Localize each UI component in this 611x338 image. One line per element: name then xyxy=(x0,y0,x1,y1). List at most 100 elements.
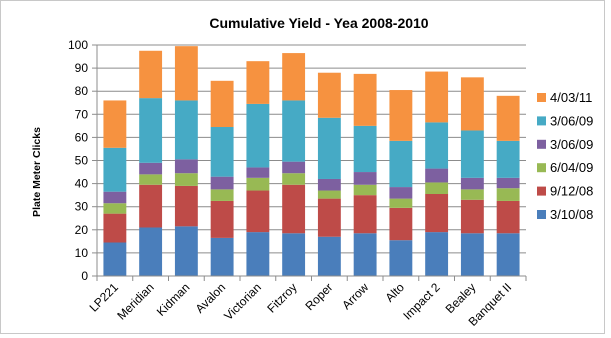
bar-segment xyxy=(246,177,270,191)
bar-segment xyxy=(317,190,341,199)
legend-label: 6/04/09 xyxy=(550,160,593,175)
bar-segment xyxy=(174,226,198,276)
legend-label: 3/06/09 xyxy=(550,113,593,128)
x-tick-label: Kidman xyxy=(154,280,193,319)
bar-segment xyxy=(496,140,520,178)
legend-label: 3/10/08 xyxy=(550,207,593,222)
bar-segment xyxy=(282,100,306,162)
x-tick-label: Roper xyxy=(302,280,335,313)
bar-segment xyxy=(425,193,449,233)
bar-segment xyxy=(317,117,341,179)
bar-segment xyxy=(353,195,377,234)
bar-segment xyxy=(246,190,270,233)
bar-segment xyxy=(317,178,341,191)
bar-segment xyxy=(425,122,449,169)
bar-segment xyxy=(389,90,413,141)
bar-segment xyxy=(389,240,413,276)
legend-swatch xyxy=(537,210,546,219)
bar-segment xyxy=(139,50,163,99)
y-tick-label: 30 xyxy=(75,200,89,214)
bar-segment xyxy=(103,203,127,214)
y-tick-label: 20 xyxy=(75,223,89,237)
bar-segment xyxy=(353,172,377,185)
bar-segment xyxy=(246,61,270,104)
y-tick-label: 10 xyxy=(75,246,89,260)
bars xyxy=(103,46,520,276)
bar-segment xyxy=(317,198,341,237)
bar-segment xyxy=(139,98,163,163)
bar-segment xyxy=(282,184,306,234)
bar-segment xyxy=(460,199,484,234)
bar-segment xyxy=(460,233,484,276)
bar-segment xyxy=(496,188,520,201)
y-axis-label: Plate Meter Clicks xyxy=(31,127,43,217)
bar-segment xyxy=(210,237,234,276)
bar-segment xyxy=(389,187,413,199)
x-tick-label: Meridian xyxy=(114,280,156,322)
chart-title: Cumulative Yield - Yea 2008-2010 xyxy=(209,15,428,31)
legend-swatch xyxy=(537,93,546,102)
bar-segment xyxy=(174,173,198,186)
bar-segment xyxy=(103,191,127,204)
bar-segment xyxy=(174,100,198,160)
bar-segment xyxy=(496,233,520,276)
legend-swatch xyxy=(537,139,546,149)
axes xyxy=(92,44,527,281)
x-tick-label: LP221 xyxy=(87,280,122,315)
bar-segment xyxy=(496,177,520,189)
bar-segment xyxy=(282,173,306,185)
bar-segment xyxy=(103,213,127,243)
bar-segment xyxy=(246,103,270,168)
y-tick-labels: 0 10 20 30 40 50 60 70 80 90 100 xyxy=(68,38,88,283)
bar-segment xyxy=(425,168,449,183)
legend-label: 9/12/08 xyxy=(550,184,593,199)
x-tick-label: Alto xyxy=(382,280,407,305)
bar-segment xyxy=(139,227,163,276)
bar-segment xyxy=(389,140,413,188)
bar-segment xyxy=(139,162,163,175)
bar-segment xyxy=(103,242,127,276)
bar-segment xyxy=(246,232,270,276)
bar-segment xyxy=(139,184,163,228)
y-tick-label: 50 xyxy=(75,154,89,168)
bar-segment xyxy=(246,167,270,178)
bar-segment xyxy=(353,184,377,196)
bar-segment xyxy=(353,125,377,173)
bar-segment xyxy=(425,71,449,123)
bar-segment xyxy=(174,159,198,174)
legend-swatch xyxy=(537,163,546,173)
bar-segment xyxy=(174,46,198,101)
x-tick-label: Fitzroy xyxy=(264,280,299,315)
bar-segment xyxy=(103,100,127,148)
y-tick-label: 100 xyxy=(68,38,88,52)
y-tick-label: 60 xyxy=(75,130,89,144)
bar-segment xyxy=(496,200,520,234)
bar-segment xyxy=(389,207,413,241)
y-tick-label: 40 xyxy=(75,177,89,191)
bar-segment xyxy=(460,77,484,131)
bar-segment xyxy=(210,127,234,177)
bar-segment xyxy=(460,130,484,178)
bar-segment xyxy=(460,177,484,190)
y-tick-label: 0 xyxy=(81,269,88,283)
bar-segment xyxy=(425,232,449,276)
legend-swatch xyxy=(537,186,546,196)
y-tick-label: 80 xyxy=(75,84,89,98)
bar-segment xyxy=(210,80,234,128)
bar-segment xyxy=(210,189,234,201)
bar-segment xyxy=(317,236,341,276)
legend: 4/03/11 3/06/09 3/06/09 6/04/09 9/12/08 3/10/… xyxy=(537,90,593,222)
bar-segment xyxy=(460,189,484,200)
bar-segment xyxy=(210,200,234,238)
bar-segment xyxy=(282,53,306,101)
bar-segment xyxy=(282,161,306,174)
bar-segment xyxy=(282,233,306,276)
bar-segment xyxy=(389,198,413,208)
legend-swatch xyxy=(537,116,546,126)
bar-segment xyxy=(103,147,127,192)
bar-segment xyxy=(353,73,377,126)
x-tick-label: Arrow xyxy=(339,280,371,312)
bar-segment xyxy=(353,233,377,276)
bar-segment xyxy=(425,182,449,194)
y-tick-label: 90 xyxy=(75,61,89,75)
